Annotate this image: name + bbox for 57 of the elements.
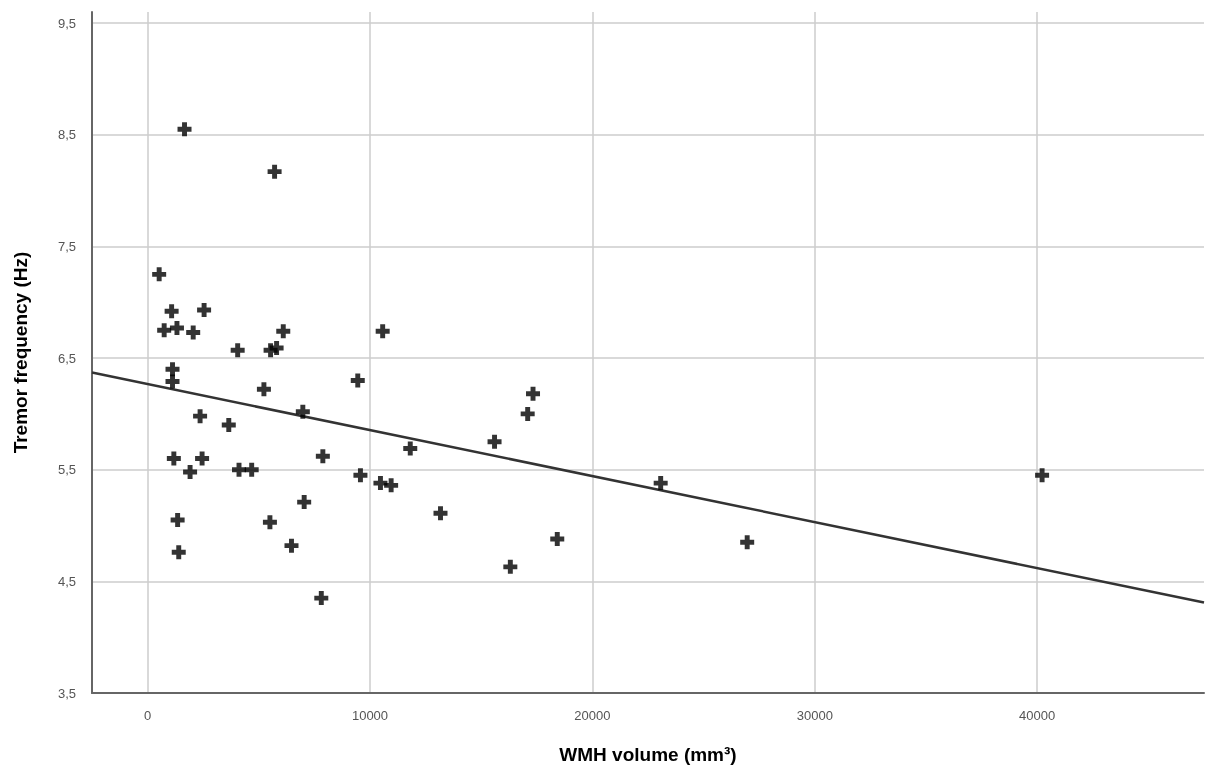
point <box>165 374 180 389</box>
x-tick-label: 40000 <box>1019 708 1056 723</box>
point <box>503 559 518 574</box>
point <box>221 418 236 433</box>
point <box>384 478 399 493</box>
point <box>295 404 310 419</box>
point <box>373 476 388 491</box>
point <box>230 343 245 358</box>
point <box>244 462 259 477</box>
y-tick-label: 7,5 <box>57 238 76 254</box>
point <box>1035 468 1050 483</box>
point <box>177 122 192 137</box>
point <box>653 476 668 491</box>
y-axis-title: Tremor frequency (Hz) <box>10 251 31 454</box>
point <box>353 468 368 483</box>
point <box>267 164 282 179</box>
y-tick-label: 5,5 <box>57 462 76 478</box>
point <box>256 382 271 397</box>
point <box>166 451 181 466</box>
x-tick-label: 30000 <box>796 708 833 723</box>
x-tick-label: 20000 <box>574 708 611 723</box>
point <box>433 506 448 521</box>
point <box>526 386 541 401</box>
point <box>403 441 418 456</box>
y-tick-label: 8,5 <box>57 127 76 143</box>
point <box>350 373 365 388</box>
point <box>165 362 180 377</box>
point <box>193 409 208 424</box>
y-tick-label: 6,5 <box>57 350 76 366</box>
point <box>262 515 277 530</box>
point <box>314 591 329 606</box>
point <box>157 323 172 338</box>
y-tick-label: 9,5 <box>57 15 76 31</box>
x-axis-title: WMH volume (mm³) <box>559 744 737 765</box>
point <box>171 545 186 560</box>
point <box>375 324 390 339</box>
point <box>297 495 312 510</box>
point <box>186 325 201 340</box>
point <box>550 531 565 546</box>
point <box>284 538 299 553</box>
y-tick-label: 3,5 <box>57 685 76 701</box>
point <box>487 434 502 449</box>
point <box>195 451 210 466</box>
point <box>152 267 167 282</box>
point <box>276 324 291 339</box>
point <box>269 341 284 356</box>
point <box>170 512 185 527</box>
point <box>183 464 198 479</box>
point <box>164 304 179 319</box>
point <box>197 303 212 318</box>
point <box>315 449 330 464</box>
point <box>520 406 535 421</box>
x-tick-label: 0 <box>143 708 152 723</box>
y-tick-label: 4,5 <box>57 573 76 589</box>
point <box>740 535 755 550</box>
point <box>169 320 184 335</box>
x-tick-label: 10000 <box>351 708 389 723</box>
